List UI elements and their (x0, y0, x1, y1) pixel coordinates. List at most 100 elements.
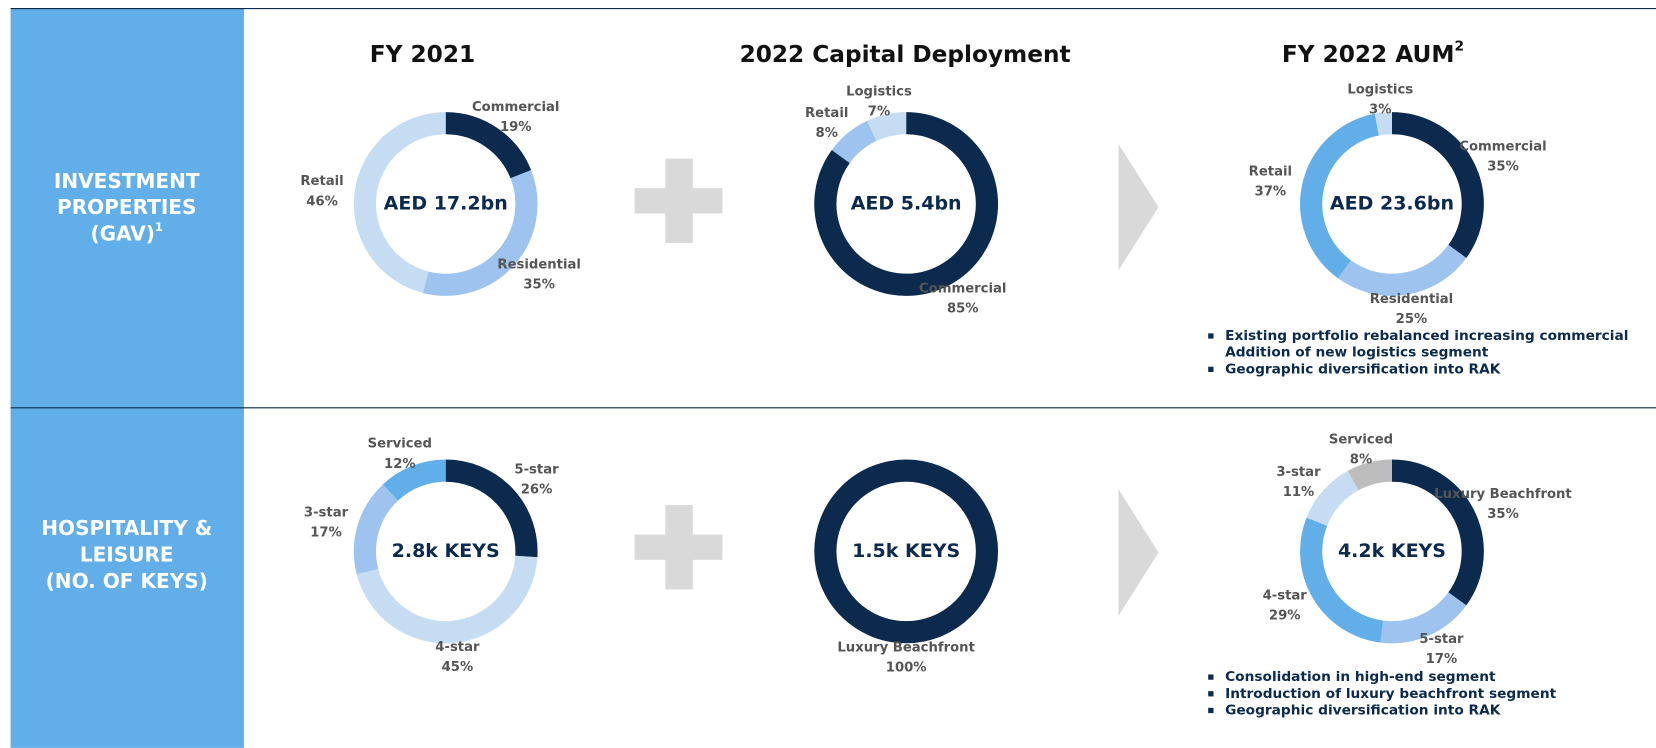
segment-label: Luxury Beachfront (837, 641, 974, 656)
arrow (1118, 489, 1159, 616)
segment-value: 35% (1487, 507, 1519, 522)
bullet-marker (1208, 674, 1214, 680)
sidebar (10, 8, 244, 748)
donut-segment (867, 112, 907, 142)
segment-value: 37% (1255, 184, 1287, 199)
segment-label: 4-star (1263, 589, 1308, 604)
segment-label: Serviced (368, 437, 432, 452)
row-label: INVESTMENT (54, 168, 200, 192)
row-label: HOSPITALITY & (41, 516, 212, 540)
center-label: 1.5k KEYS (852, 540, 960, 562)
donut-segment (353, 112, 446, 293)
segment-value: 12% (384, 457, 416, 472)
column-title-text: FY 2021 (370, 41, 475, 68)
segment-label: 5-star (1419, 632, 1464, 647)
column-title: 2022 Capital Deployment (740, 41, 1071, 68)
center-label: 4.2k KEYS (1338, 540, 1446, 562)
segment-value: 45% (442, 660, 474, 675)
segment-label: 4-star (435, 640, 480, 655)
donut-segment (1300, 113, 1380, 279)
segment-value: 26% (521, 483, 553, 498)
segment-value: 35% (523, 277, 555, 292)
column-title-text: FY 2022 AUM (1282, 41, 1455, 68)
segment-value: 46% (306, 194, 338, 209)
donut-segment (1391, 459, 1484, 606)
segment-label: Serviced (1329, 433, 1393, 448)
bullet-marker (1208, 366, 1214, 372)
segment-label: Commercial (472, 100, 559, 115)
bullet-text: Introduction of luxury beachfront segmen… (1225, 686, 1557, 702)
row-label-text: HOSPITALITY & (41, 516, 212, 540)
segment-value: 85% (947, 302, 979, 317)
donut-segment (1337, 244, 1467, 296)
column-title: FY 2022 AUM2 (1282, 39, 1464, 68)
segment-label: 3-star (304, 505, 349, 520)
segment-value: 11% (1283, 485, 1315, 500)
bullet-text: Consolidation in high-end segment (1225, 669, 1496, 685)
row-label: (GAV)1 (90, 220, 163, 245)
donut-segment (814, 112, 999, 296)
plus-signs (634, 143, 1159, 616)
donut-segment (1300, 517, 1384, 643)
segment-label: 5-star (514, 463, 559, 478)
segment-label: 3-star (1276, 465, 1321, 480)
donut-segment (1306, 470, 1359, 527)
center-label: AED 23.6bn (1330, 192, 1454, 214)
segment-value: 8% (816, 126, 838, 141)
row-label: (NO. OF KEYS) (46, 569, 208, 593)
donut-segment (422, 170, 538, 296)
column-title: FY 2021 (370, 41, 475, 68)
row-label-text: LEISURE (80, 542, 174, 566)
donut-segment (382, 459, 447, 501)
row-label-text: INVESTMENT (54, 168, 200, 192)
row-label-text: (NO. OF KEYS) (46, 569, 208, 593)
donut-segment (831, 120, 877, 164)
bullet-text: Geographic diversification into RAK (1225, 361, 1502, 377)
segment-value: 100% (886, 661, 927, 676)
donut-segment (1347, 459, 1393, 491)
segment-label: Residential (1370, 292, 1453, 307)
column-title-text: 2022 Capital Deployment (740, 41, 1071, 68)
donut-segment (814, 459, 999, 644)
plus (665, 504, 693, 590)
donut-segment (1380, 592, 1467, 644)
bullet-text: Addition of new logistics segment (1225, 345, 1489, 361)
segment-label: Retail (300, 174, 343, 189)
segment-value: 19% (500, 120, 532, 135)
row-label: PROPERTIES (57, 195, 196, 219)
donut-segment (356, 555, 538, 644)
superscript: 2 (1455, 39, 1465, 55)
bullet-text: Existing portfolio rebalanced increasing… (1225, 328, 1628, 344)
row-label-text: PROPERTIES (57, 195, 196, 219)
segment-label: Residential (497, 257, 580, 272)
segment-value: 17% (1426, 652, 1458, 667)
bullet-marker (1208, 691, 1214, 697)
segment-value: 7% (868, 104, 890, 119)
segment-value: 17% (310, 526, 342, 541)
segment-value: 8% (1350, 453, 1372, 468)
segment-value: 29% (1269, 609, 1301, 624)
bullet-marker (1208, 707, 1214, 714)
segment-label: Commercial (1459, 140, 1546, 155)
segment-value: 3% (1369, 102, 1391, 117)
donut-segment (1374, 112, 1393, 136)
segment-label: Logistics (846, 84, 912, 99)
plus (665, 158, 693, 244)
bullet-text: Geographic diversification into RAK (1225, 702, 1502, 718)
row-label-text: (GAV) (90, 221, 154, 245)
row-label: LEISURE (80, 542, 174, 566)
superscript: 1 (155, 220, 163, 234)
segment-value: 25% (1396, 312, 1428, 327)
center-label: AED 17.2bn (384, 192, 508, 214)
arrow (1118, 143, 1159, 271)
segment-value: 35% (1487, 160, 1519, 175)
segment-label: Commercial (919, 282, 1006, 297)
center-label: 2.8k KEYS (392, 540, 500, 562)
segment-label: Retail (805, 106, 848, 121)
segment-label: Logistics (1347, 82, 1413, 97)
bullet-marker (1208, 333, 1214, 339)
segment-label: Luxury Beachfront (1434, 487, 1571, 502)
donut-segment (1391, 112, 1484, 258)
